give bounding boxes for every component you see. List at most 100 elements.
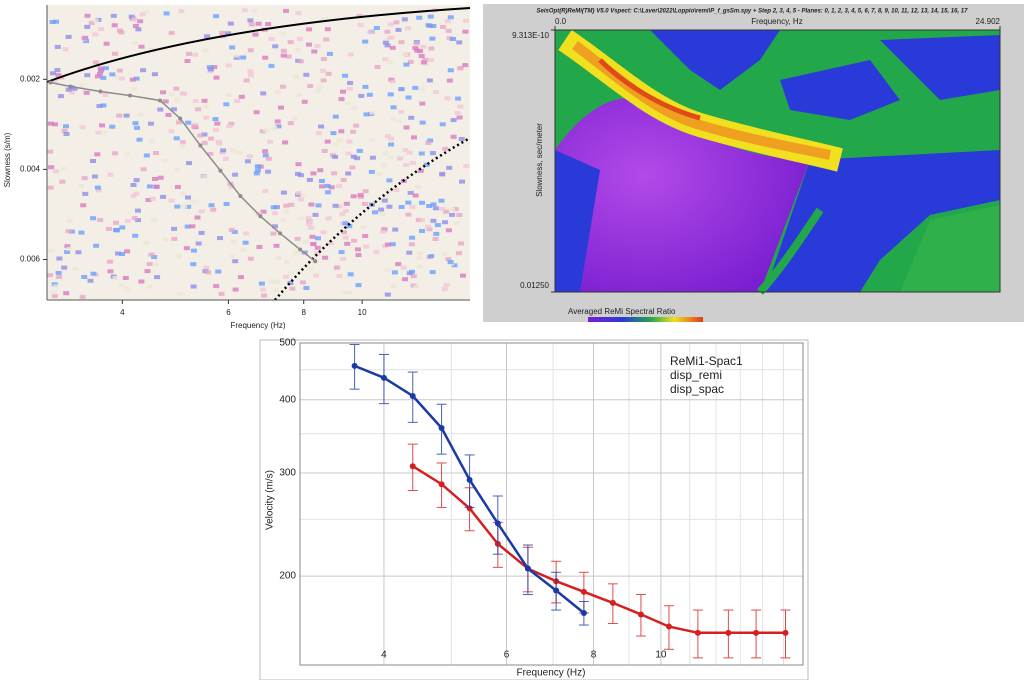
spectrum-cell xyxy=(190,262,197,267)
spectrum-cell xyxy=(265,169,272,174)
spectrum-cell xyxy=(390,105,397,110)
spectrum-cell xyxy=(185,51,192,56)
spectrum-cell xyxy=(416,264,423,269)
spectrum-cell xyxy=(92,18,99,23)
spectrum-cell xyxy=(339,212,346,217)
spectrum-cell xyxy=(319,184,325,189)
spectrum-cell xyxy=(413,284,420,289)
spectrum-cell xyxy=(285,54,292,59)
spectrum-cell xyxy=(305,42,312,47)
spectrum-cell xyxy=(79,125,86,130)
spectrum-cell xyxy=(315,131,322,136)
spectrum-cell xyxy=(211,65,218,70)
spectrum-cell xyxy=(173,168,180,173)
spectrum-cell xyxy=(109,72,116,77)
spectrum-cell xyxy=(49,20,56,24)
spectrum-cell xyxy=(186,161,192,166)
spectrum-cell xyxy=(416,251,423,256)
spectrum-cell xyxy=(413,41,420,46)
spectrum-cell xyxy=(185,195,191,200)
spectrum-cell xyxy=(207,151,214,156)
spectrum-cell xyxy=(301,99,308,104)
spectrum-cell xyxy=(129,77,136,82)
heatmap-ridge xyxy=(598,58,701,121)
spectrum-cell xyxy=(345,171,352,176)
spectrum-cell xyxy=(115,251,122,256)
spectrum-cell xyxy=(332,114,339,119)
x-tick-label: 6 xyxy=(504,650,510,661)
spectrum-cell xyxy=(386,204,393,209)
spectrum-cell xyxy=(181,204,188,209)
spectrum-cell xyxy=(315,88,322,93)
spectrum-cell xyxy=(350,154,357,159)
spectrum-cell xyxy=(427,138,434,143)
spectrum-cell xyxy=(258,281,265,286)
spectrum-cell xyxy=(309,234,316,239)
spectrum-cell xyxy=(320,57,327,61)
spectrum-cell xyxy=(408,242,415,247)
data-point xyxy=(637,611,644,618)
spectrum-cell xyxy=(367,30,374,35)
spectrum-cell xyxy=(51,79,58,84)
spectrum-cell xyxy=(208,67,214,72)
spectrum-cell xyxy=(293,251,300,256)
x-axis-title: Frequency (Hz) xyxy=(230,321,285,330)
spectrum-cell xyxy=(176,120,182,125)
spectrum-cell xyxy=(412,85,419,90)
spectrum-cell xyxy=(134,125,140,130)
spectrum-cell xyxy=(336,204,343,209)
data-point xyxy=(258,214,263,219)
spectrum-cell xyxy=(380,229,387,234)
spectrum-cell xyxy=(122,276,129,280)
spectrum-cell xyxy=(294,236,301,241)
spectrum-cell xyxy=(312,212,319,217)
spectrum-cell xyxy=(342,235,349,240)
data-point xyxy=(98,89,103,94)
spectrum-cell xyxy=(228,227,235,232)
spectrum-cell xyxy=(407,59,414,64)
spectrum-cell xyxy=(189,224,196,229)
spectrum-cell xyxy=(402,52,409,56)
spectrum-cell xyxy=(247,18,254,23)
spectrum-cell xyxy=(160,194,167,199)
spectrum-cell xyxy=(273,288,279,293)
data-point xyxy=(68,84,73,89)
spectrum-cell xyxy=(357,23,364,28)
spectrum-cell xyxy=(279,84,286,89)
spectrum-cell xyxy=(93,243,100,248)
spectrum-cell xyxy=(336,184,343,189)
spectrum-cell xyxy=(350,129,357,134)
spectrum-cell xyxy=(179,143,186,148)
spectrum-cell xyxy=(398,40,405,45)
data-point xyxy=(438,424,445,431)
spectrum-cell xyxy=(174,98,181,103)
spectrum-cell xyxy=(162,99,169,104)
spectrum-cell xyxy=(53,19,59,24)
spectrum-cell xyxy=(133,76,140,81)
spectrum-cell xyxy=(326,51,333,56)
spectrum-cell xyxy=(295,11,302,16)
spectrum-cell xyxy=(384,29,391,34)
spectrum-cell xyxy=(420,44,427,49)
spectrum-cell xyxy=(101,130,108,135)
spectrum-cell xyxy=(219,30,226,35)
spectrum-cell xyxy=(194,215,201,220)
spectrum-cell xyxy=(362,84,369,89)
spectrum-cell xyxy=(205,270,212,275)
spectrum-cell xyxy=(113,220,119,225)
spectrum-cell xyxy=(283,8,289,13)
series-line xyxy=(412,465,786,635)
spectrum-cell xyxy=(315,203,322,208)
spectrum-cell xyxy=(261,293,268,298)
spectrum-cell xyxy=(131,17,138,22)
spectrum-cell xyxy=(137,19,144,24)
spectrum-cell xyxy=(208,203,215,208)
spectrum-cell xyxy=(226,92,233,97)
heatmap-region xyxy=(555,150,600,292)
plot-frame xyxy=(299,342,804,666)
spectrum-cell xyxy=(47,121,54,126)
spectrum-cell xyxy=(446,78,453,83)
spectrum-cell xyxy=(381,198,388,203)
heatmap-image xyxy=(555,30,1000,295)
data-point xyxy=(158,98,163,103)
